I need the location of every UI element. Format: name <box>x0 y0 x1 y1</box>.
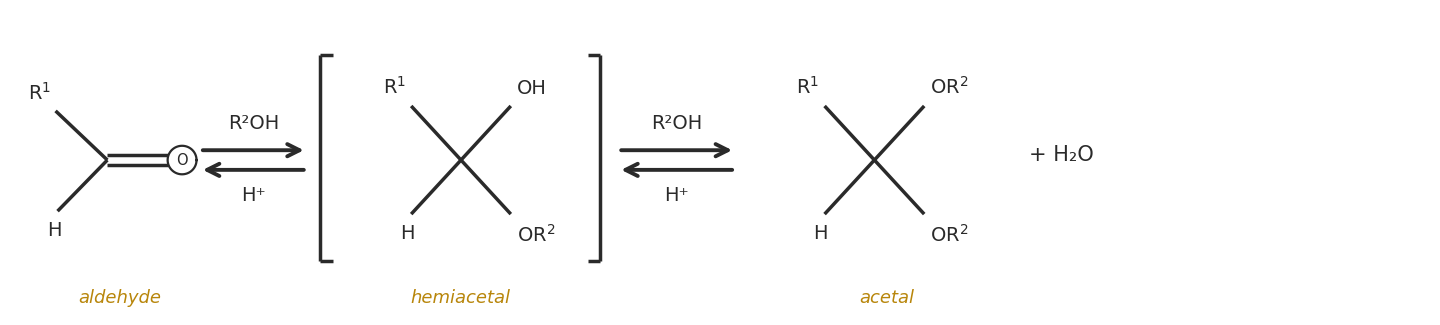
Text: O: O <box>176 152 187 168</box>
Text: R$^1$: R$^1$ <box>796 76 819 98</box>
Text: acetal: acetal <box>858 290 914 307</box>
Text: OR$^2$: OR$^2$ <box>930 76 969 98</box>
Text: R²OH: R²OH <box>228 113 279 133</box>
Text: R$^1$: R$^1$ <box>383 76 406 98</box>
Text: R$^1$: R$^1$ <box>29 82 52 104</box>
Text: H: H <box>400 224 415 243</box>
Text: OR$^2$: OR$^2$ <box>517 224 556 246</box>
Text: OH: OH <box>517 79 547 98</box>
Text: H: H <box>814 224 828 243</box>
Text: OR$^2$: OR$^2$ <box>930 224 969 246</box>
Text: H⁺: H⁺ <box>240 186 266 205</box>
Text: hemiacetal: hemiacetal <box>410 290 510 307</box>
Text: H: H <box>48 221 62 240</box>
Text: H⁺: H⁺ <box>664 186 690 205</box>
Text: R²OH: R²OH <box>651 113 703 133</box>
Text: aldehyde: aldehyde <box>78 290 161 307</box>
Text: + H₂O: + H₂O <box>1028 145 1093 165</box>
